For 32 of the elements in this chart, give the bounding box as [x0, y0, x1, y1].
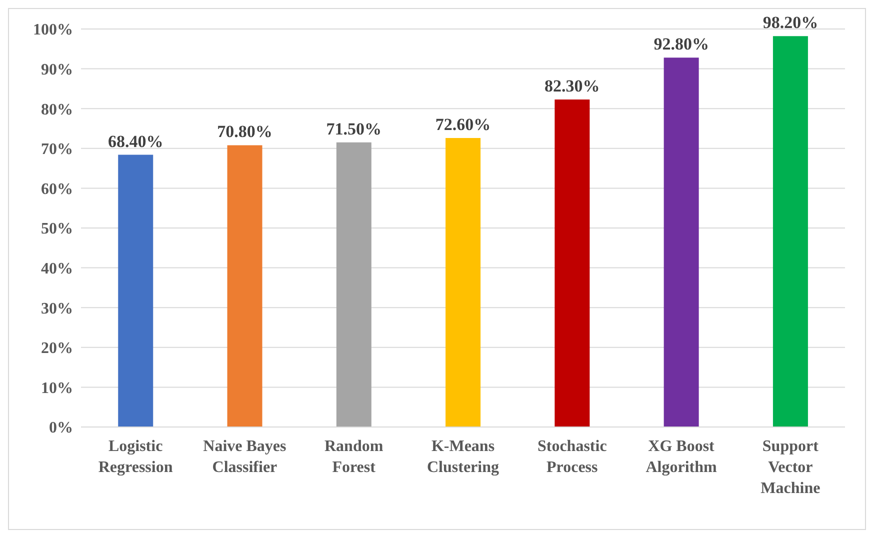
y-tick-label: 30% — [41, 300, 73, 318]
y-tick-label: 80% — [41, 101, 73, 118]
bar — [554, 99, 590, 427]
x-tick-label: Naive Bayes Classifier — [203, 438, 286, 476]
data-label: 72.60% — [435, 115, 491, 134]
bar — [227, 145, 262, 427]
data-label: 92.80% — [654, 34, 709, 54]
data-label: 98.20% — [762, 13, 818, 32]
bar — [336, 142, 372, 427]
x-tick-label: Random Forest — [324, 438, 384, 476]
y-tick-label: 90% — [41, 61, 73, 78]
bar — [446, 138, 481, 427]
x-tick-label: K-Means Clustering — [427, 438, 499, 476]
y-tick-label: 100% — [33, 22, 73, 39]
y-tick-label: 40% — [41, 260, 73, 278]
data-label: 71.50% — [326, 119, 382, 138]
bar — [664, 58, 699, 427]
y-tick-label: 0% — [49, 420, 73, 437]
x-tick-label: Stochastic Process — [537, 438, 607, 476]
y-tick-label: 20% — [41, 340, 73, 358]
x-tick-label: Logistic Regression — [98, 438, 173, 476]
bar — [772, 36, 808, 427]
bar — [118, 154, 154, 427]
y-tick-label: 10% — [41, 380, 73, 397]
y-tick-label: 50% — [41, 220, 73, 238]
x-tick-label: XG Boost Algorithm — [646, 438, 718, 476]
y-tick-label: 70% — [41, 141, 73, 158]
data-label: 70.80% — [217, 122, 272, 142]
y-tick-label: 60% — [41, 180, 73, 198]
data-label: 82.30% — [544, 76, 600, 96]
x-tick-label: Support Vector Machine — [760, 438, 820, 497]
data-label: 68.40% — [108, 132, 164, 151]
